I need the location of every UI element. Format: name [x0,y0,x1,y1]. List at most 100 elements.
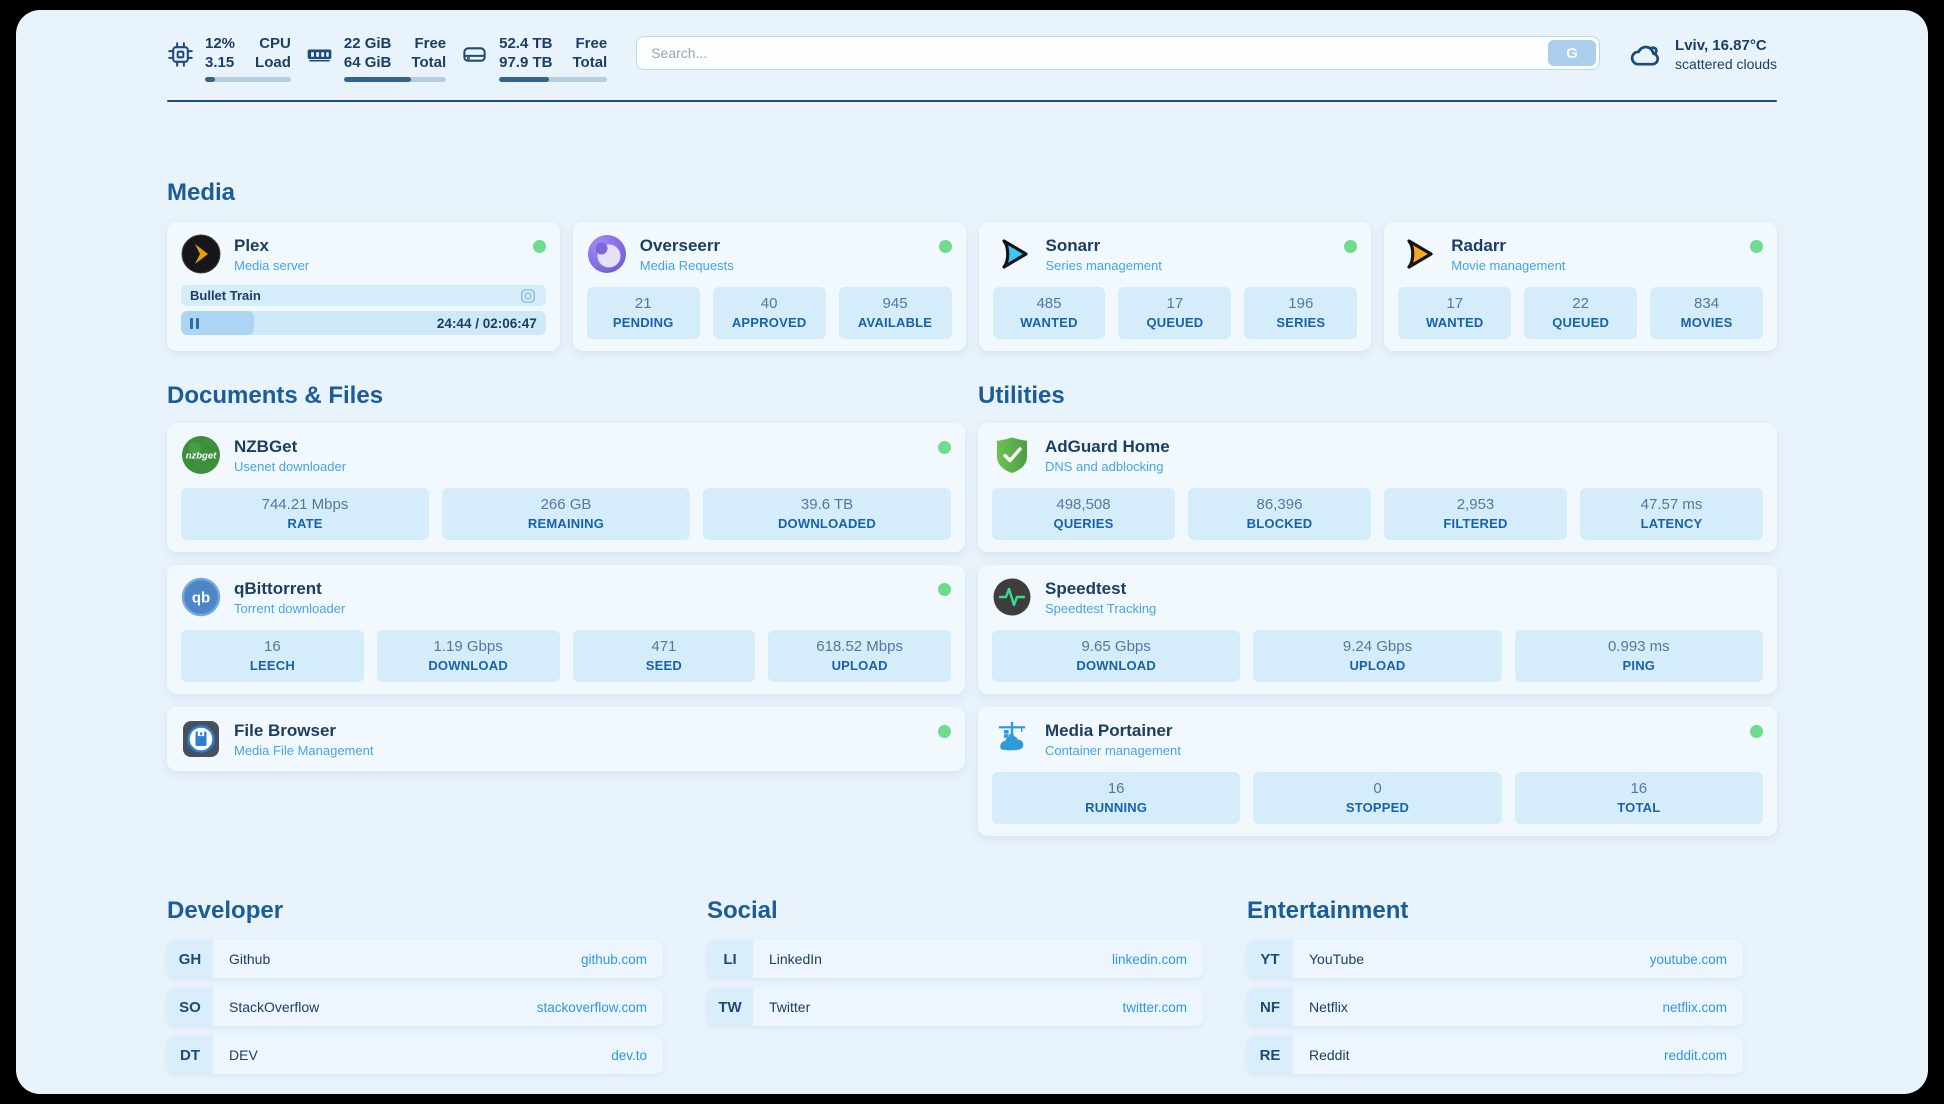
stat-upload: 618.52 Mbps UPLOAD [768,630,951,682]
app-title: NZBGet [234,436,298,456]
header-divider [167,100,1777,102]
disk-total-label: Total [572,54,608,71]
bookmark-name: Github [229,951,271,967]
app-title: File Browser [234,720,337,740]
app-card-plex[interactable]: Plex Media server Bullet Train 24:44 / 0… [167,222,560,351]
bookmark-github[interactable]: GH Github github.com [167,940,663,978]
app-subtitle: Movie management [1451,257,1566,273]
search-bar: G [636,36,1601,70]
section-heading-entertainment: Entertainment [1247,897,1409,924]
bookmark-stackoverflow[interactable]: SO StackOverflow stackoverflow.com [167,988,663,1026]
cpu-progress-bar [205,77,291,82]
bookmark-twitter[interactable]: TW Twitter twitter.com [707,988,1203,1026]
bookmark-url: linkedin.com [1111,951,1187,967]
search-input[interactable] [636,36,1601,70]
app-card-adguard[interactable]: AdGuard Home DNS and adblocking 498,508 … [978,423,1777,552]
plex-icon [181,234,221,274]
app-card-sonarr[interactable]: Sonarr Series management 485 WANTED 17 Q… [978,222,1372,351]
disk-widget: 52.4 TB 97.9 TB Free Total [461,34,608,82]
bookmark-url: youtube.com [1649,951,1727,967]
bookmark-netflix[interactable]: NF Netflix netflix.com [1247,988,1743,1026]
stat-stopped: 0 STOPPED [1253,772,1502,824]
section-heading-utilities: Utilities [978,382,1065,409]
disk-total-value: 97.9 TB [499,54,553,71]
ram-progress-bar [343,77,447,82]
now-playing-row: Bullet Train [181,285,546,306]
bookmark-name: Twitter [769,999,811,1015]
bookmark-linkedin[interactable]: LI LinkedIn linkedin.com [707,940,1203,978]
ram-icon [307,49,332,62]
bookmark-badge: LI [707,940,753,978]
dashboard-panel: 12% 3.15 CPU Load [16,10,1928,1094]
overseerr-icon [587,235,626,273]
app-subtitle: Media File Management [234,742,374,758]
stat-download: 9.65 Gbps DOWNLOAD [992,630,1241,682]
app-title: Overseerr [639,235,721,255]
app-subtitle: Usenet downloader [234,458,347,474]
stat-series: 196 SERIES [1244,287,1358,339]
stat-blocked: 86,396 BLOCKED [1188,488,1371,540]
bookmark-dev[interactable]: DT DEV dev.to [167,1036,663,1074]
app-card-nzbget[interactable]: nzbget NZBGet Usenet downloader 744.21 M… [167,423,965,552]
stat-upload: 9.24 Gbps UPLOAD [1253,630,1502,682]
status-dot [1750,240,1763,253]
bookmark-badge: YT [1247,940,1293,978]
app-card-portainer[interactable]: Media Portainer Container management 16 … [978,707,1777,836]
bookmark-url: dev.to [611,1047,647,1063]
ram-widget: 22 GiB 64 GiB Free Total [306,34,447,82]
cpu-load-value: 3.15 [205,54,235,71]
status-dot [938,725,951,738]
media-card-grid: Plex Media server Bullet Train 24:44 / 0… [167,222,1777,351]
bookmark-name: Reddit [1309,1047,1350,1063]
playback-time: 24:44 / 02:06:47 [436,315,537,331]
bookmark-name: Netflix [1309,999,1348,1015]
bookmark-badge: SO [167,988,213,1026]
portainer-crane-icon [999,722,1025,751]
disk-progress-bar [499,77,608,82]
app-card-speedtest[interactable]: Speedtest Speedtest Tracking 9.65 Gbps D… [978,565,1777,694]
bookmark-group-entertainment: Entertainment YT YouTube youtube.com NF … [1247,896,1743,1074]
app-card-filebrowser[interactable]: File Browser Media File Management [167,707,965,771]
bookmark-grid: Developer GH Github github.com SO StackO… [167,896,1777,1074]
ram-free-label: Free [414,35,447,52]
status-dot [938,441,951,454]
stat-pending: 21 PENDING [586,287,700,339]
cpu-progress-fill [205,77,216,82]
bookmark-name: DEV [229,1047,258,1063]
app-title: Plex [234,235,269,255]
bookmark-url: netflix.com [1662,999,1727,1015]
google-search-button[interactable]: G [1548,40,1597,66]
svg-text:nzbget: nzbget [186,451,217,462]
sonarr-icon [1001,239,1028,269]
nzbget-icon: nzbget [182,436,220,474]
bookmark-reddit[interactable]: RE Reddit reddit.com [1247,1036,1743,1074]
app-subtitle: Torrent downloader [234,600,346,616]
bookmark-badge: NF [1247,988,1293,1026]
cpu-usage-value: 12% [205,35,236,52]
stat-latency: 47.57 ms LATENCY [1580,488,1763,540]
hard-drive-icon [463,47,486,62]
ram-free-value: 22 GiB [343,35,392,52]
bookmark-url: stackoverflow.com [536,999,647,1015]
section-heading-social: Social [707,897,778,924]
bookmark-url: github.com [580,951,647,967]
app-card-radarr[interactable]: Radarr Movie management 17 WANTED 22 QUE… [1384,222,1777,351]
stat-seed: 471 SEED [572,630,756,682]
status-dot [532,240,546,253]
app-card-overseerr[interactable]: Overseerr Media Requests 21 PENDING 40 A… [572,222,966,351]
bookmark-name: YouTube [1309,951,1365,967]
svg-text:qb: qb [192,590,210,607]
cpu-widget: 12% 3.15 CPU Load [167,34,291,82]
bookmark-youtube[interactable]: YT YouTube youtube.com [1247,940,1743,978]
speedtest-pulse-icon [993,578,1031,616]
bookmark-name: LinkedIn [769,951,822,967]
section-heading-developer: Developer [167,897,284,924]
bookmark-badge: DT [167,1036,213,1074]
app-subtitle: Speedtest Tracking [1045,600,1157,616]
app-title: qBittorrent [234,578,322,598]
section-heading-media: Media [167,179,236,206]
stat-queued: 17 QUEUED [1118,287,1232,339]
app-card-qbittorrent[interactable]: qb qBittorrent Torrent downloader 16 LEE… [167,565,965,694]
stat-downloaded: 39.6 TB DOWNLOADED [703,488,951,540]
stat-total: 16 TOTAL [1514,772,1763,824]
